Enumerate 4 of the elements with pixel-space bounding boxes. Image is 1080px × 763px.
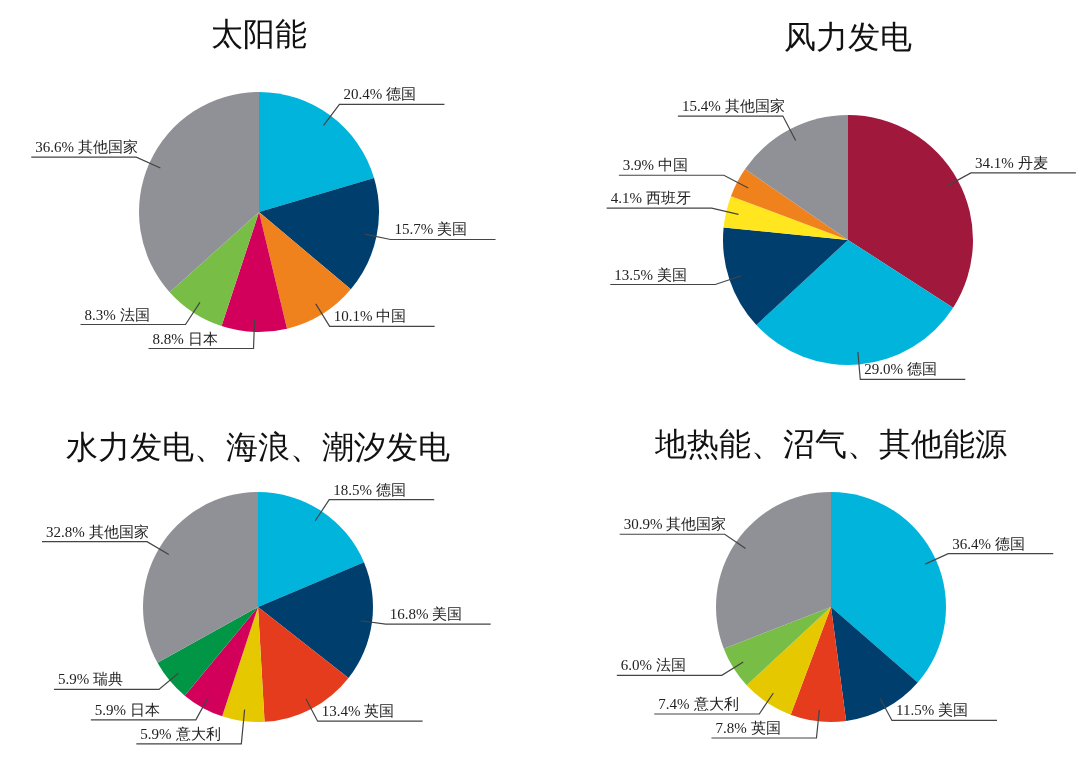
chart-title: 水力发电、海浪、潮汐发电 xyxy=(66,429,450,465)
chart-title: 风力发电 xyxy=(784,19,912,55)
chart-title: 地热能、沼气、其他能源 xyxy=(654,426,1007,462)
chart-title: 太阳能 xyxy=(211,16,307,52)
